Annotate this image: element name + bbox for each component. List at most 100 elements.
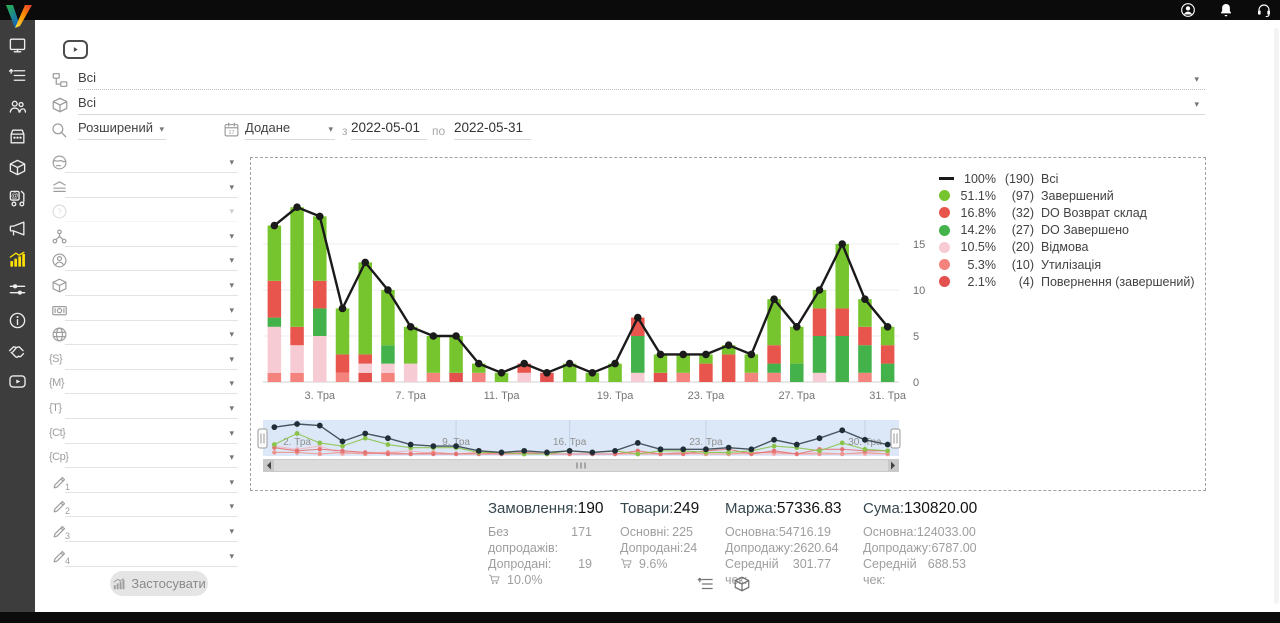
bar-segment[interactable] (699, 363, 713, 382)
bar-segment[interactable] (858, 326, 872, 346)
line-point[interactable] (588, 369, 597, 377)
sidebar-item-video-lessons[interactable] (0, 369, 35, 395)
legend-item-1[interactable]: 100% (190) Всі (939, 170, 1195, 187)
bar-segment[interactable] (767, 299, 781, 346)
bar-segment[interactable] (358, 262, 372, 355)
page-scrollbar[interactable] (1274, 28, 1279, 604)
sidebar-item-clients[interactable] (0, 93, 35, 119)
bar-segment[interactable] (631, 336, 645, 373)
bar-segment[interactable] (790, 326, 804, 364)
bar-segment[interactable] (290, 345, 304, 373)
filter-select-8[interactable]: ▾ (65, 325, 238, 346)
bar-segment[interactable] (880, 326, 895, 346)
legend-item-4[interactable]: 14.2% (27) DO Завершено (939, 222, 1195, 239)
bar-segment[interactable] (790, 363, 804, 382)
filter-select-5[interactable]: ▾ (65, 251, 238, 272)
bar-segment[interactable] (267, 225, 282, 281)
bar-segment[interactable] (835, 308, 849, 336)
product-select[interactable]: Всі ▾ (78, 95, 1205, 115)
filter-select-12[interactable]: ▾ (65, 424, 238, 444)
support-button[interactable] (1256, 2, 1272, 18)
line-point[interactable] (702, 350, 710, 359)
bar-segment[interactable] (812, 372, 827, 382)
navigator-band[interactable] (263, 420, 899, 456)
bar-segment[interactable] (767, 345, 781, 364)
line-point[interactable] (543, 369, 551, 377)
bar-segment[interactable] (267, 326, 282, 373)
orders-chart[interactable]: 0 5 10 15 3. Тра 7. Тра 11. Тра 19. Тра 23. Тра 2… (251, 158, 1207, 410)
line-point[interactable] (429, 332, 438, 340)
line-point[interactable] (679, 350, 688, 359)
bar-segment[interactable] (449, 336, 463, 373)
bar-segment[interactable] (472, 363, 486, 373)
bar-segment[interactable] (313, 336, 327, 382)
status-select[interactable]: Всі ▾ (78, 70, 1205, 90)
bar-segment[interactable] (562, 363, 577, 382)
bar-segment[interactable] (721, 345, 736, 355)
line-point[interactable] (384, 286, 392, 294)
bar-segment[interactable] (313, 308, 327, 336)
filter-select-11[interactable]: ▾ (65, 399, 238, 419)
line-point[interactable] (838, 240, 847, 248)
line-point[interactable] (565, 359, 574, 368)
bar-segment[interactable] (403, 363, 418, 382)
filter-select-7[interactable]: ▾ (65, 301, 238, 321)
bar-segment[interactable] (381, 372, 395, 382)
line-point[interactable] (361, 258, 370, 267)
bar-segment[interactable] (290, 372, 304, 382)
bar-segment[interactable] (744, 354, 759, 373)
bar-segment[interactable] (858, 299, 872, 327)
bar-segment[interactable] (358, 372, 372, 382)
scroll-left-arrow-icon[interactable] (267, 461, 271, 470)
line-point[interactable] (520, 359, 529, 368)
legend-item-6[interactable]: 5.3% (10) Утилізація (939, 256, 1195, 273)
bar-segment[interactable] (381, 363, 395, 373)
bar-segment[interactable] (335, 372, 350, 382)
filter-select-16[interactable]: ▾ (65, 522, 238, 542)
filter-select-1[interactable]: ▾ (65, 153, 238, 173)
notifications-button[interactable] (1218, 2, 1234, 18)
bar-segment[interactable] (608, 363, 622, 382)
bar-segment[interactable] (880, 345, 895, 364)
legend-item-7[interactable]: 2.1% (4) Повернення (завершений) (939, 273, 1195, 290)
bar-segment[interactable] (426, 372, 441, 382)
account-button[interactable] (1180, 2, 1196, 18)
filter-select-10[interactable]: ▾ (65, 374, 238, 395)
bar-segment[interactable] (381, 290, 395, 346)
bar-segment[interactable] (812, 308, 827, 336)
bar-segment[interactable] (472, 372, 486, 382)
sidebar-item-shipping[interactable]: @ (0, 185, 35, 211)
line-point[interactable] (497, 369, 506, 377)
bar-segment[interactable] (835, 244, 849, 309)
bar-segment[interactable] (880, 363, 895, 382)
bar-segment[interactable] (517, 363, 531, 373)
line-point[interactable] (474, 359, 483, 368)
sidebar-item-orders[interactable] (0, 63, 35, 89)
date-field-select[interactable]: Додане ▾ (245, 120, 335, 140)
bar-segment[interactable] (676, 354, 690, 373)
line-point[interactable] (406, 323, 415, 331)
video-help-button[interactable] (63, 40, 88, 59)
filter-select-17[interactable]: ▾ (65, 547, 238, 567)
bar-segment[interactable] (290, 326, 304, 346)
bar-segment[interactable] (767, 372, 781, 382)
line-point[interactable] (883, 323, 892, 331)
line-point[interactable] (792, 323, 801, 331)
sidebar-item-settings[interactable] (0, 277, 35, 303)
date-from-input[interactable]: 2022-05-01 (351, 120, 427, 140)
bar-segment[interactable] (313, 216, 327, 281)
bar-segment[interactable] (812, 336, 827, 373)
bar-segment[interactable] (540, 372, 554, 382)
bar-segment[interactable] (699, 354, 713, 364)
bar-segment[interactable] (858, 372, 872, 382)
line-point[interactable] (293, 203, 301, 211)
orders-view-toggle[interactable] (695, 575, 715, 595)
navigator-right-handle[interactable] (890, 428, 901, 449)
line-point[interactable] (270, 221, 279, 230)
line-point[interactable] (338, 304, 347, 313)
sidebar-item-partners[interactable] (0, 338, 35, 364)
line-point[interactable] (815, 286, 824, 294)
chart-navigator[interactable]: 2. Тра 9. Тра 16. Тра 23. Тра 30. Тра (251, 416, 1207, 482)
scroll-right-arrow-icon[interactable] (891, 461, 895, 470)
bar-segment[interactable] (267, 280, 282, 318)
